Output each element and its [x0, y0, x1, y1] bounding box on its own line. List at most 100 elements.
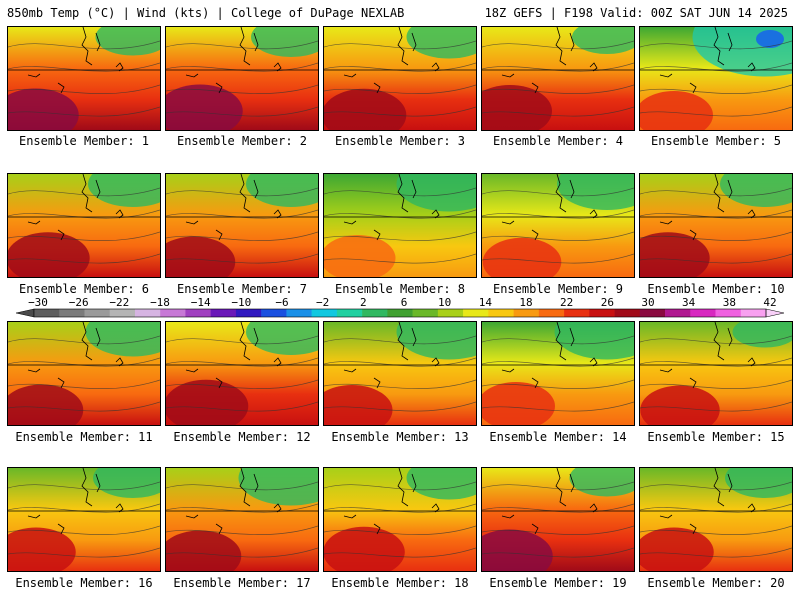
- colorbar-tick-label: −22: [109, 296, 129, 309]
- temperature-field: [324, 27, 476, 130]
- member-label: Ensemble Member: 18: [331, 576, 469, 590]
- temperature-field: [482, 468, 634, 571]
- colorbar-segment: [286, 309, 312, 317]
- colorbar-segment: [34, 309, 60, 317]
- colorbar-segment: [311, 309, 338, 317]
- member-label: Ensemble Member: 20: [647, 576, 785, 590]
- colorbar-segment: [538, 309, 565, 317]
- member-map-panel: [7, 467, 161, 572]
- colorbar-segment: [715, 309, 742, 317]
- map-title: 850mb Temp (°C) | Wind (kts) | College o…: [7, 6, 405, 20]
- temperature-field: [166, 27, 318, 130]
- colorbar-tick-label: 38: [723, 296, 736, 309]
- member-label: Ensemble Member: 12: [173, 430, 311, 444]
- colorbar-segment: [84, 309, 111, 317]
- colorbar-tick-label: 2: [360, 296, 367, 309]
- temperature-field: [324, 322, 476, 425]
- temperature-field: [640, 174, 792, 277]
- colorbar-tick-label: −2: [316, 296, 329, 309]
- colorbar-segment: [740, 309, 767, 317]
- colorbar-tick-label: 30: [641, 296, 654, 309]
- colorbar-segment: [665, 309, 691, 317]
- member-label: Ensemble Member: 9: [492, 282, 624, 296]
- colorbar-tick-label: 42: [763, 296, 776, 309]
- colorbar-segment: [437, 309, 464, 317]
- member-map-panel: [639, 26, 793, 131]
- colorbar-segment: [109, 309, 136, 317]
- temperature-field: [166, 322, 318, 425]
- colorbar-segment: [235, 309, 262, 317]
- member-map-panel: [323, 173, 477, 278]
- member-label: Ensemble Member: 5: [650, 134, 782, 148]
- colorbar-tick-label: 22: [560, 296, 573, 309]
- colorbar-segment: [463, 309, 489, 317]
- colorbar-segment: [210, 309, 237, 317]
- colorbar-segment: [185, 309, 211, 317]
- member-map-panel: [165, 467, 319, 572]
- temperature-field: [640, 468, 792, 571]
- member-map-panel: [323, 26, 477, 131]
- member-map-panel: [7, 26, 161, 131]
- colorbar-segment: [589, 309, 615, 317]
- member-label: Ensemble Member: 19: [489, 576, 627, 590]
- member-label: Ensemble Member: 14: [489, 430, 627, 444]
- colorbar-segment: [362, 309, 388, 317]
- colorbar-segment: [160, 309, 186, 317]
- colorbar-tick-label: 10: [438, 296, 451, 309]
- member-map-panel: [7, 321, 161, 426]
- colorbar-segment: [513, 309, 540, 317]
- temperature-field: [8, 27, 160, 130]
- colorbar-segment: [336, 309, 363, 317]
- temperature-colorbar: −30 −26 −22 −18 −14 −10 −6 −2 2 6 10 14 18 22 26 30 34 38…: [15, 296, 785, 318]
- colorbar-tick-label: 6: [401, 296, 408, 309]
- temperature-field: [324, 468, 476, 571]
- colorbar-segment: [412, 309, 439, 317]
- member-map-panel: [323, 321, 477, 426]
- member-map-panel: [165, 26, 319, 131]
- member-map-panel: [481, 467, 635, 572]
- member-label: Ensemble Member: 3: [334, 134, 466, 148]
- model-run-info: 18Z GEFS | F198 Valid: 00Z SAT JUN 14 20…: [484, 6, 788, 20]
- colorbar-tick-label: −6: [275, 296, 288, 309]
- member-label: Ensemble Member: 8: [334, 282, 466, 296]
- member-map-panel: [165, 321, 319, 426]
- member-label: Ensemble Member: 7: [176, 282, 308, 296]
- colorbar-segment: [564, 309, 590, 317]
- colorbar-segment: [134, 309, 161, 317]
- temperature-field: [482, 27, 634, 130]
- member-map-panel: [7, 173, 161, 278]
- member-label: Ensemble Member: 15: [647, 430, 785, 444]
- colorbar-tick-label: 18: [519, 296, 532, 309]
- colorbar-tick-label: 34: [682, 296, 696, 309]
- colorbar-segment: [639, 309, 666, 317]
- member-label: Ensemble Member: 10: [647, 282, 785, 296]
- colorbar-min-arrow: [15, 308, 35, 318]
- temperature-field: [640, 27, 792, 130]
- temperature-field: [8, 174, 160, 277]
- member-map-panel: [165, 173, 319, 278]
- temperature-field: [166, 468, 318, 571]
- colorbar-segment: [690, 309, 716, 317]
- colorbar-tick-label: 26: [601, 296, 614, 309]
- member-label: Ensemble Member: 11: [15, 430, 153, 444]
- colorbar-tick-label: −18: [150, 296, 170, 309]
- member-map-panel: [481, 173, 635, 278]
- temperature-field: [324, 174, 476, 277]
- colorbar-tick-label: −14: [191, 296, 211, 309]
- member-map-panel: [639, 173, 793, 278]
- member-map-panel: [639, 467, 793, 572]
- temperature-field: [482, 322, 634, 425]
- member-map-panel: [481, 321, 635, 426]
- member-label: Ensemble Member: 1: [18, 134, 150, 148]
- colorbar-segment: [614, 309, 641, 317]
- temperature-field: [8, 468, 160, 571]
- colorbar-tick-label: −10: [231, 296, 251, 309]
- member-label: Ensemble Member: 13: [331, 430, 469, 444]
- colorbar-tick-label: 14: [479, 296, 493, 309]
- member-map-panel: [639, 321, 793, 426]
- member-map-panel: [481, 26, 635, 131]
- colorbar-tick-label: −26: [69, 296, 89, 309]
- colorbar-max-arrow: [765, 308, 785, 318]
- member-label: Ensemble Member: 17: [173, 576, 311, 590]
- member-label: Ensemble Member: 6: [18, 282, 150, 296]
